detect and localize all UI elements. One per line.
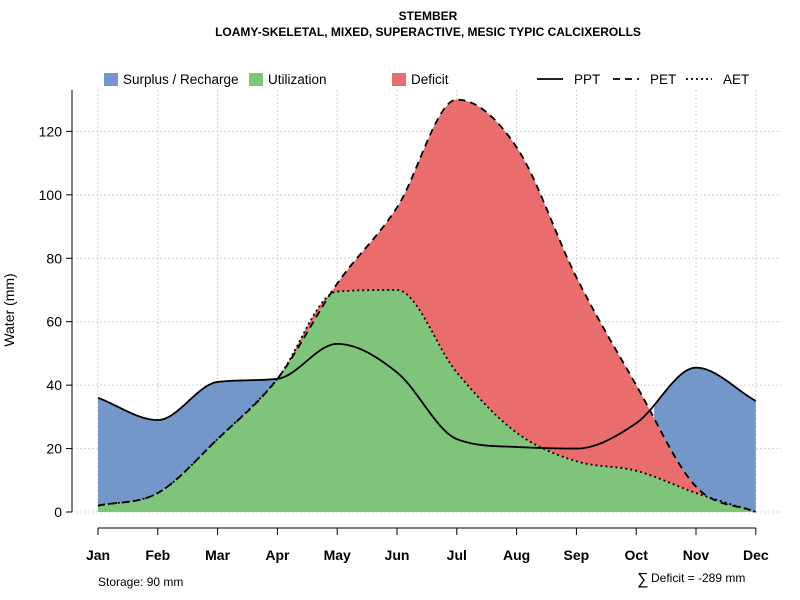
x-tick-label-feb: Feb xyxy=(145,547,170,563)
x-tick-label-mar: Mar xyxy=(205,547,230,563)
series-line-ppt xyxy=(97,342,757,450)
x-tick-label-nov: Nov xyxy=(683,547,710,563)
axes: 0 20 40 60 80 100 120 Jan Feb Mar Apr May Jun Jul Aug S… xyxy=(39,90,769,563)
x-tick-label-aug: Aug xyxy=(503,547,530,563)
utilization-area xyxy=(98,289,756,512)
surplus-area-late xyxy=(654,367,756,512)
legend-swatch-surplus-recharge xyxy=(104,73,118,86)
y-tick-label: 100 xyxy=(39,187,63,203)
x-tick-label-jun: Jun xyxy=(385,547,410,563)
y-tick-label: 120 xyxy=(39,123,63,139)
sum-icon: ∑ xyxy=(637,571,648,588)
y-tick-label: 80 xyxy=(46,250,62,266)
x-tick-label-dec: Dec xyxy=(743,547,769,563)
legend: Surplus / Recharge Utilization Deficit PPT P… xyxy=(104,72,749,87)
x-tick-label-jan: Jan xyxy=(86,547,110,563)
series-lines xyxy=(97,98,757,513)
legend-label-deficit: Deficit xyxy=(411,72,449,87)
y-tick-label: 20 xyxy=(46,441,62,457)
x-tick-label-sep: Sep xyxy=(564,547,590,563)
y-tick-label: 0 xyxy=(54,504,62,520)
y-tick-label: 60 xyxy=(46,314,62,330)
legend-label-aet: AET xyxy=(723,72,749,87)
storage-note: Storage: 90 mm xyxy=(98,575,183,589)
x-tick-label-jul: Jul xyxy=(447,547,467,563)
chart-title: STEMBER xyxy=(399,9,458,23)
series-line-pet xyxy=(97,98,757,513)
legend-label-ppt: PPT xyxy=(574,72,600,87)
legend-swatch-deficit xyxy=(392,73,406,86)
y-tick-label: 40 xyxy=(46,377,62,393)
deficit-note: Deficit = -289 mm xyxy=(651,571,745,585)
legend-label-pet: PET xyxy=(650,72,676,87)
chart-subtitle: LOAMY-SKELETAL, MIXED, SUPERACTIVE, MESI… xyxy=(215,25,641,39)
legend-label-utilization: Utilization xyxy=(268,72,327,87)
x-tick-label-may: May xyxy=(324,547,351,563)
legend-swatch-utilization xyxy=(249,73,263,86)
area-fills xyxy=(98,99,756,512)
deficit-area xyxy=(98,99,756,512)
x-tick-label-apr: Apr xyxy=(265,547,290,563)
y-axis-label: Water (mm) xyxy=(1,273,17,346)
series-line-aet xyxy=(97,289,757,513)
legend-label-surplus-recharge: Surplus / Recharge xyxy=(123,72,239,87)
x-tick-label-oct: Oct xyxy=(625,547,649,563)
surplus-area-early xyxy=(98,378,278,506)
